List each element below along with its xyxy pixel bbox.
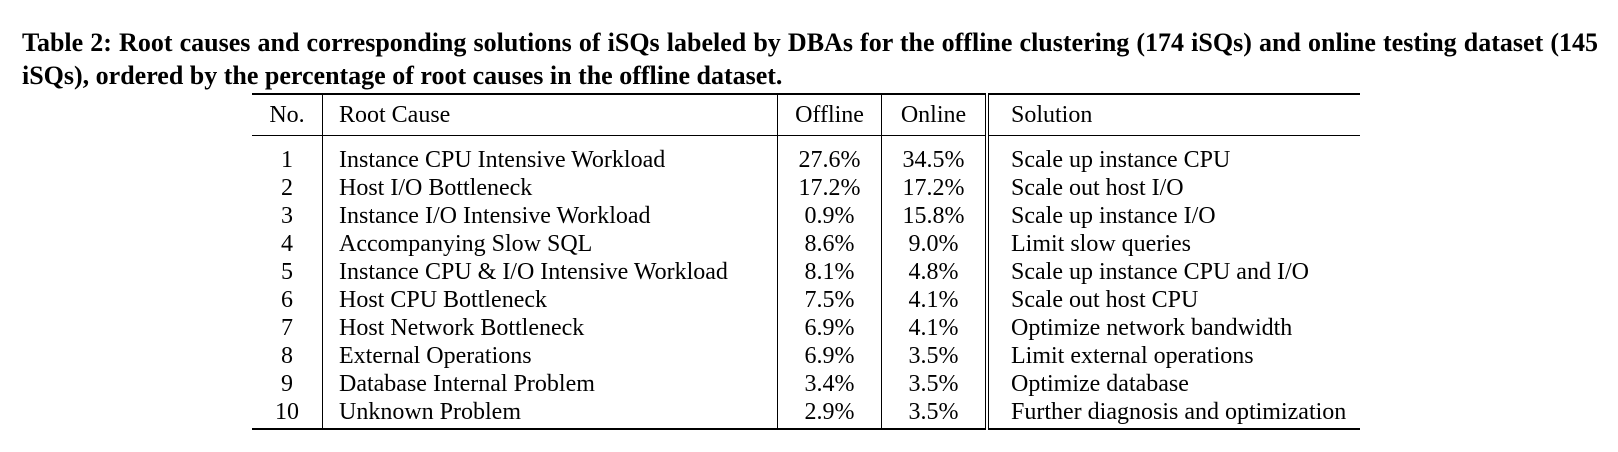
table-row: 10 Unknown Problem 2.9% 3.5% Further diagnos… bbox=[252, 398, 1360, 429]
cell-offline: 3.4% bbox=[777, 370, 882, 398]
cell-online: 3.5% bbox=[881, 370, 989, 398]
cell-online: 4.1% bbox=[881, 286, 989, 314]
cell-online: 9.0% bbox=[881, 230, 989, 258]
header-no: No. bbox=[252, 94, 323, 136]
header-row: No. Root Cause Offline Online Solution bbox=[252, 94, 1360, 136]
cell-solution: Scale up instance I/O bbox=[1011, 203, 1216, 229]
cell-solution: Limit external operations bbox=[1011, 343, 1254, 369]
table-row: 6 Host CPU Bottleneck 7.5% 4.1% Scale out ho… bbox=[252, 286, 1360, 314]
header-offline: Offline bbox=[777, 94, 882, 136]
cell-online: 3.5% bbox=[881, 342, 989, 370]
cell-no: 9 bbox=[252, 370, 323, 398]
cell-no: 6 bbox=[252, 286, 323, 314]
cell-offline: 0.9% bbox=[777, 202, 882, 230]
table-row: 5 Instance CPU & I/O Intensive Workload 8.… bbox=[252, 258, 1360, 286]
cell-root-cause: Unknown Problem bbox=[322, 398, 778, 429]
cell-solution: Scale up instance CPU bbox=[1011, 147, 1231, 173]
cell-offline: 6.9% bbox=[777, 342, 882, 370]
table-header: No. Root Cause Offline Online Solution bbox=[252, 94, 1360, 136]
cell-offline: 7.5% bbox=[777, 286, 882, 314]
table-row: 7 Host Network Bottleneck 6.9% 4.1% Optimize… bbox=[252, 314, 1360, 342]
cell-online: 34.5% bbox=[881, 135, 989, 174]
cell-offline: 8.6% bbox=[777, 230, 882, 258]
cell-root-cause: Accompanying Slow SQL bbox=[322, 230, 778, 258]
cell-root-cause: Instance I/O Intensive Workload bbox=[322, 202, 778, 230]
cell-root-cause: Instance CPU & I/O Intensive Workload bbox=[322, 258, 778, 286]
cell-offline: 8.1% bbox=[777, 258, 882, 286]
header-root-cause: Root Cause bbox=[322, 94, 778, 136]
table-row: 2 Host I/O Bottleneck 17.2% 17.2% Scale out … bbox=[252, 174, 1360, 202]
table-row: 1 Instance CPU Intensive Workload 27.6% 34.… bbox=[252, 135, 1360, 174]
cell-solution: Limit slow queries bbox=[1011, 231, 1191, 257]
cell-online: 4.1% bbox=[881, 314, 989, 342]
cell-root-cause: Host I/O Bottleneck bbox=[322, 174, 778, 202]
cell-online: 4.8% bbox=[881, 258, 989, 286]
cell-no: 1 bbox=[252, 135, 323, 174]
cell-no: 3 bbox=[252, 202, 323, 230]
root-cause-table: No. Root Cause Offline Online Solution 1… bbox=[252, 93, 1360, 430]
cell-root-cause: Instance CPU Intensive Workload bbox=[322, 135, 778, 174]
table-row: 8 External Operations 6.9% 3.5% Limit extern… bbox=[252, 342, 1360, 370]
cell-solution: Optimize database bbox=[1011, 371, 1189, 397]
cell-root-cause: External Operations bbox=[322, 342, 778, 370]
cell-offline: 27.6% bbox=[777, 135, 882, 174]
table-caption: Table 2: Root causes and corresponding s… bbox=[22, 28, 1598, 90]
cell-solution: Scale up instance CPU and I/O bbox=[1011, 259, 1309, 285]
cell-no: 2 bbox=[252, 174, 323, 202]
cell-solution: Scale out host I/O bbox=[1011, 175, 1184, 201]
cell-offline: 2.9% bbox=[777, 398, 882, 429]
header-online: Online bbox=[881, 94, 989, 136]
cell-root-cause: Host Network Bottleneck bbox=[322, 314, 778, 342]
table-body: 1 Instance CPU Intensive Workload 27.6% 34.… bbox=[252, 135, 1360, 429]
cell-solution: Scale out host CPU bbox=[1011, 287, 1199, 313]
cell-no: 4 bbox=[252, 230, 323, 258]
cell-offline: 6.9% bbox=[777, 314, 882, 342]
cell-no: 8 bbox=[252, 342, 323, 370]
cell-solution: Further diagnosis and optimization bbox=[1011, 399, 1347, 425]
table-row: 4 Accompanying Slow SQL 8.6% 9.0% Limit slow… bbox=[252, 230, 1360, 258]
header-solution: Solution bbox=[1011, 102, 1093, 128]
cell-no: 5 bbox=[252, 258, 323, 286]
table-row: 9 Database Internal Problem 3.4% 3.5% Optimi… bbox=[252, 370, 1360, 398]
cell-root-cause: Database Internal Problem bbox=[322, 370, 778, 398]
cell-offline: 17.2% bbox=[777, 174, 882, 202]
cell-online: 15.8% bbox=[881, 202, 989, 230]
cell-solution: Optimize network bandwidth bbox=[1011, 315, 1293, 341]
cell-root-cause: Host CPU Bottleneck bbox=[322, 286, 778, 314]
cell-online: 3.5% bbox=[881, 398, 989, 429]
table-row: 3 Instance I/O Intensive Workload 0.9% 15.8… bbox=[252, 202, 1360, 230]
cell-no: 10 bbox=[252, 398, 323, 429]
cell-online: 17.2% bbox=[881, 174, 989, 202]
root-cause-table-container: No. Root Cause Offline Online Solution 1… bbox=[252, 93, 1360, 430]
cell-no: 7 bbox=[252, 314, 323, 342]
